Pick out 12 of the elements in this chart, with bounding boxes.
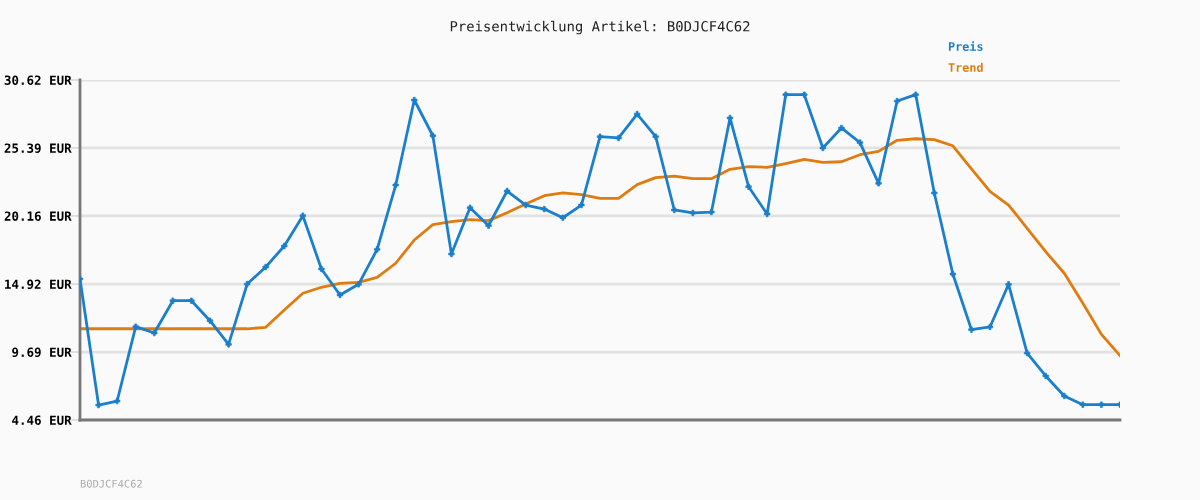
y-tick-label: 20.16 EUR <box>4 211 72 221</box>
line-series <box>80 91 1120 409</box>
text: Trend <box>948 62 983 72</box>
y-tick-label: 30.62 EUR <box>4 75 72 85</box>
y-tick-label: 4.46 EUR <box>12 415 72 425</box>
y-tick-label: 9.69 EUR <box>12 347 72 358</box>
y-tick-label: 25.39 EUR <box>4 143 72 153</box>
line-series <box>80 137 1120 358</box>
text: B0DJCF4C62 <box>80 479 142 488</box>
chart-title: Preisentwicklung Artikel: B0DJCF4C62 <box>450 20 750 35</box>
y-tick-label: 14.92 EUR <box>5 279 72 290</box>
text: Preis <box>948 41 983 51</box>
